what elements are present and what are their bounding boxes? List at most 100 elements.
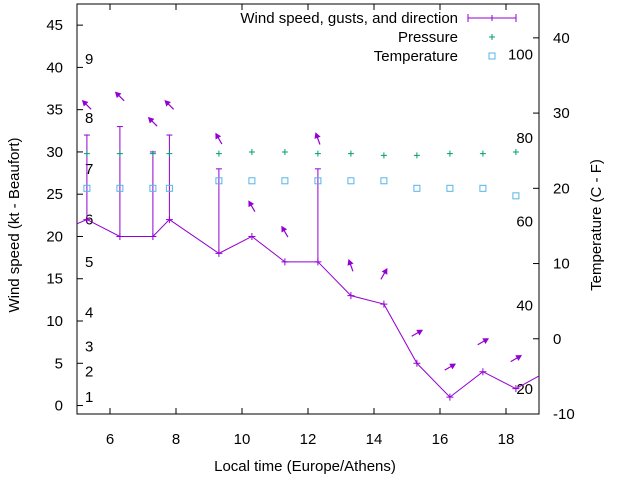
wind-direction-arrowhead (215, 132, 222, 140)
y-tick-label: 25 (46, 186, 63, 203)
plot-frame (76, 3, 540, 415)
wind-direction-arrowhead (147, 116, 155, 124)
pressure-point (166, 150, 173, 157)
pressure-point (380, 152, 387, 159)
pressure-point (512, 148, 519, 155)
temperature-point (446, 184, 454, 192)
legend: Wind speed, gusts, and direction Pressure… (240, 10, 517, 65)
temperature-point (165, 184, 173, 192)
beaufort-label: 7 (85, 161, 93, 178)
y-tick-label: 0 (55, 398, 63, 415)
wind-point (215, 249, 223, 257)
temperature-point (215, 177, 223, 185)
temperature-point (512, 192, 520, 200)
x-tick-label: 6 (106, 431, 114, 448)
pressure-point (149, 150, 156, 157)
pressure-point (479, 150, 486, 157)
legend-swatch-temperature (488, 52, 496, 60)
x-tick-label: 12 (300, 431, 317, 448)
pressure-point (83, 150, 90, 157)
beaufort-label: 2 (85, 364, 93, 381)
wind-point (83, 216, 91, 224)
wind-direction-arrowhead (248, 200, 255, 208)
wind-direction-arrowhead (347, 259, 354, 266)
pressure-point (314, 150, 321, 157)
beaufort-label: 1 (85, 389, 93, 406)
wind-point (281, 258, 289, 266)
pressure-point (248, 148, 255, 155)
wind-point (347, 292, 355, 300)
y-tick-label: 35 (46, 102, 63, 119)
y-tick-label: 45 (46, 17, 63, 34)
legend-swatch-pressure (489, 34, 495, 40)
fahrenheit-label: 40 (516, 298, 533, 315)
y2-axis-ticks: -10 0 10 20 30 40 (533, 30, 575, 423)
fahrenheit-label: 60 (516, 213, 533, 230)
wind-point (314, 258, 322, 266)
plot-border (76, 3, 540, 415)
legend-label-pressure: Pressure (398, 29, 458, 46)
beaufort-label: 9 (85, 51, 93, 68)
x-tick-label: 10 (234, 431, 251, 448)
wind-point (512, 385, 520, 393)
x-tick-label: 8 (172, 431, 180, 448)
wind-direction-arrowhead (381, 268, 388, 275)
y2-tick-label: -10 (553, 406, 575, 423)
y-tick-label: 30 (46, 144, 63, 161)
wind-point (479, 368, 487, 376)
temperature-point (413, 184, 421, 192)
wind-direction-arrowhead (114, 91, 122, 99)
temperature-point (116, 184, 124, 192)
series-layer (77, 91, 539, 401)
x-axis-label: Local time (Europe/Athens) (214, 458, 396, 475)
wind-direction-arrowhead (314, 132, 321, 139)
fahrenheit-label: 100 (508, 46, 533, 63)
x-tick-label: 16 (432, 431, 449, 448)
x-axis-ticks: 6 8 10 12 14 16 18 (106, 4, 515, 448)
x-tick-label: 18 (498, 431, 515, 448)
wind-point (149, 232, 157, 240)
wind-speed-line (77, 218, 539, 398)
y-axis-ticks: 0 5 10 15 20 25 30 35 40 45 (46, 17, 83, 415)
y2-axis-label: Temperature (C - F) (588, 159, 605, 291)
wind-direction-arrowhead (449, 363, 456, 370)
temperature-point (248, 177, 256, 185)
wind-direction-arrowhead (81, 100, 89, 107)
y-tick-label: 20 (46, 228, 63, 245)
pressure-point (446, 150, 453, 157)
wind-point (165, 216, 173, 224)
temperature-point (83, 184, 91, 192)
beaufort-label: 8 (85, 110, 93, 127)
legend-label-wind: Wind speed, gusts, and direction (240, 10, 458, 27)
y-tick-label: 15 (46, 271, 63, 288)
beaufort-label: 4 (85, 305, 93, 322)
pressure-point (347, 150, 354, 157)
y-tick-label: 40 (46, 59, 63, 76)
y2-tick-label: 10 (553, 256, 570, 273)
y2-tick-label: 30 (553, 105, 570, 122)
temperature-point (479, 184, 487, 192)
wind-point (413, 359, 421, 367)
fahrenheit-label: 80 (516, 130, 533, 147)
wind-direction-arrowhead (482, 338, 489, 344)
fahrenheit-label: 20 (516, 381, 533, 398)
y-tick-label: 10 (46, 313, 63, 330)
temperature-point (281, 177, 289, 185)
pressure-point (215, 150, 222, 157)
wind-direction-arrowhead (164, 100, 171, 107)
beaufort-label: 3 (85, 338, 93, 355)
temperature-point (314, 177, 322, 185)
pressure-point (281, 148, 288, 155)
y-tick-label: 5 (55, 355, 63, 372)
wind-point (116, 232, 124, 240)
beaufort-label: 5 (85, 254, 93, 271)
temperature-point (347, 177, 355, 185)
legend-label-temperature: Temperature (374, 48, 458, 65)
y2-tick-label: 0 (553, 331, 561, 348)
pressure-point (413, 152, 420, 159)
wind-direction-arrowhead (281, 225, 288, 233)
wind-point (248, 232, 256, 240)
pressure-point (116, 150, 123, 157)
